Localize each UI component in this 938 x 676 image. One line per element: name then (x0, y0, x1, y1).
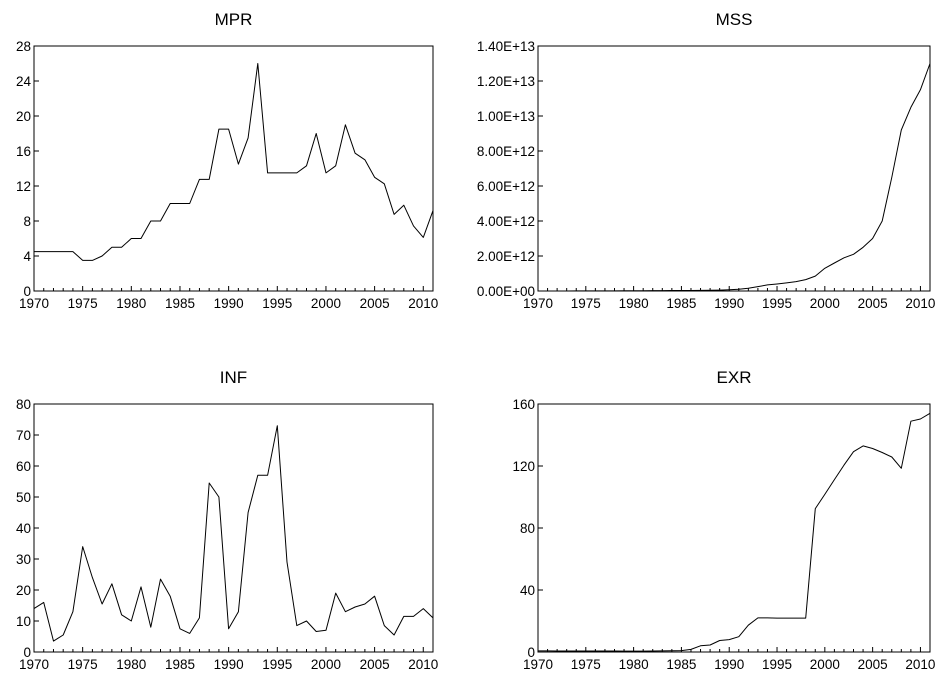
x-tick-label: 2010 (905, 296, 935, 311)
x-tick-label: 1985 (666, 296, 696, 311)
x-tick-label: 1990 (214, 296, 244, 311)
y-tick-label: 30 (16, 552, 31, 567)
x-tick-label: 2005 (360, 657, 390, 672)
y-tick-label: 40 (520, 583, 535, 598)
x-tick-label: 1990 (714, 657, 744, 672)
x-tick-label: 1990 (214, 657, 244, 672)
y-tick-label: 20 (16, 109, 31, 124)
x-tick-label: 1995 (262, 657, 292, 672)
series-line-mss (538, 63, 931, 292)
plot-frame (33, 45, 434, 292)
plot-frame (33, 403, 434, 653)
x-tick-label: 2005 (858, 296, 888, 311)
x-tick-label: 1995 (262, 296, 292, 311)
x-tick-label: 2000 (311, 296, 341, 311)
x-tick-label: 1975 (571, 296, 601, 311)
y-tick-label: 8 (23, 214, 31, 229)
chart-panel-exr: EXR 0 40 80 120 160 1970 1975 1980 1985 1990 1995 20… (512, 368, 935, 672)
x-tick-label: 1970 (523, 657, 553, 672)
y-tick-label: 1.00E+13 (477, 109, 535, 124)
y-tick-label: 60 (16, 459, 31, 474)
y-tick-label: 24 (16, 74, 32, 89)
x-tick-label: 1985 (165, 657, 195, 672)
y-tick-label: 0 (23, 645, 31, 660)
x-tick-label: 2010 (408, 296, 438, 311)
y-tick-label: 0 (527, 645, 535, 660)
x-tick-label: 1975 (68, 296, 98, 311)
x-tick-label: 1990 (714, 296, 744, 311)
y-tick-label: 20 (16, 583, 31, 598)
chart-panel-mss: MSS 0.00E+00 2.00E+12 4.00E+12 6.00E+12 8.00E… (477, 10, 936, 311)
y-tick-label: 16 (16, 144, 31, 159)
y-tick-label: 1.20E+13 (477, 74, 535, 89)
chart-title: MSS (716, 10, 753, 29)
x-tick-label: 2010 (408, 657, 438, 672)
y-tick-label: 80 (16, 397, 31, 412)
y-tick-label: 0.00E+00 (477, 284, 535, 299)
y-tick-label: 6.00E+12 (477, 179, 535, 194)
x-tick-label: 1980 (116, 657, 146, 672)
series-line-mpr (34, 63, 434, 261)
series-line-exr (538, 412, 931, 652)
y-tick-label: 12 (16, 179, 31, 194)
y-tick-label: 2.00E+12 (477, 249, 535, 264)
x-tick-label: 2000 (311, 657, 341, 672)
x-tick-label: 1970 (19, 657, 49, 672)
plot-frame (537, 403, 931, 653)
x-tick-label: 2000 (810, 296, 840, 311)
x-tick-label: 1980 (619, 657, 649, 672)
chart-panel-inf: INF 0 10 20 30 40 50 60 70 80 1970 1975 1980 1985 1990… (16, 368, 438, 672)
y-tick-label: 1.40E+13 (477, 39, 535, 54)
y-tick-label: 160 (512, 397, 535, 412)
x-tick-label: 1995 (762, 296, 792, 311)
chart-panel-mpr: MPR 0 4 8 12 16 20 24 28 1970 1975 1980 1985 1990 1995… (16, 10, 438, 311)
y-tick-label: 70 (16, 428, 31, 443)
x-tick-label: 1980 (116, 296, 146, 311)
plot-frame (537, 45, 931, 292)
x-tick-label: 1985 (666, 657, 696, 672)
series-line-inf (33, 425, 434, 642)
x-tick-label: 1975 (571, 657, 601, 672)
y-tick-label: 4.00E+12 (477, 214, 535, 229)
y-tick-label: 0 (23, 284, 31, 299)
x-tick-label: 2000 (810, 657, 840, 672)
chart-title: EXR (717, 368, 752, 387)
y-tick-label: 10 (16, 614, 31, 629)
x-tick-label: 1995 (762, 657, 792, 672)
x-tick-label: 1970 (19, 296, 49, 311)
y-tick-label: 120 (512, 459, 535, 474)
y-tick-label: 28 (16, 39, 31, 54)
y-tick-label: 80 (520, 521, 535, 536)
chart-title: MPR (215, 10, 253, 29)
x-tick-label: 1970 (523, 296, 553, 311)
chart-title: INF (220, 368, 247, 387)
y-tick-label: 8.00E+12 (477, 144, 535, 159)
x-tick-label: 1985 (165, 296, 195, 311)
x-tick-label: 1975 (68, 657, 98, 672)
y-tick-label: 4 (23, 249, 31, 264)
x-tick-label: 2005 (858, 657, 888, 672)
x-tick-label: 2010 (905, 657, 935, 672)
x-tick-label: 2005 (360, 296, 390, 311)
y-tick-label: 40 (16, 521, 31, 536)
x-tick-label: 1980 (619, 296, 649, 311)
y-tick-label: 50 (16, 490, 31, 505)
